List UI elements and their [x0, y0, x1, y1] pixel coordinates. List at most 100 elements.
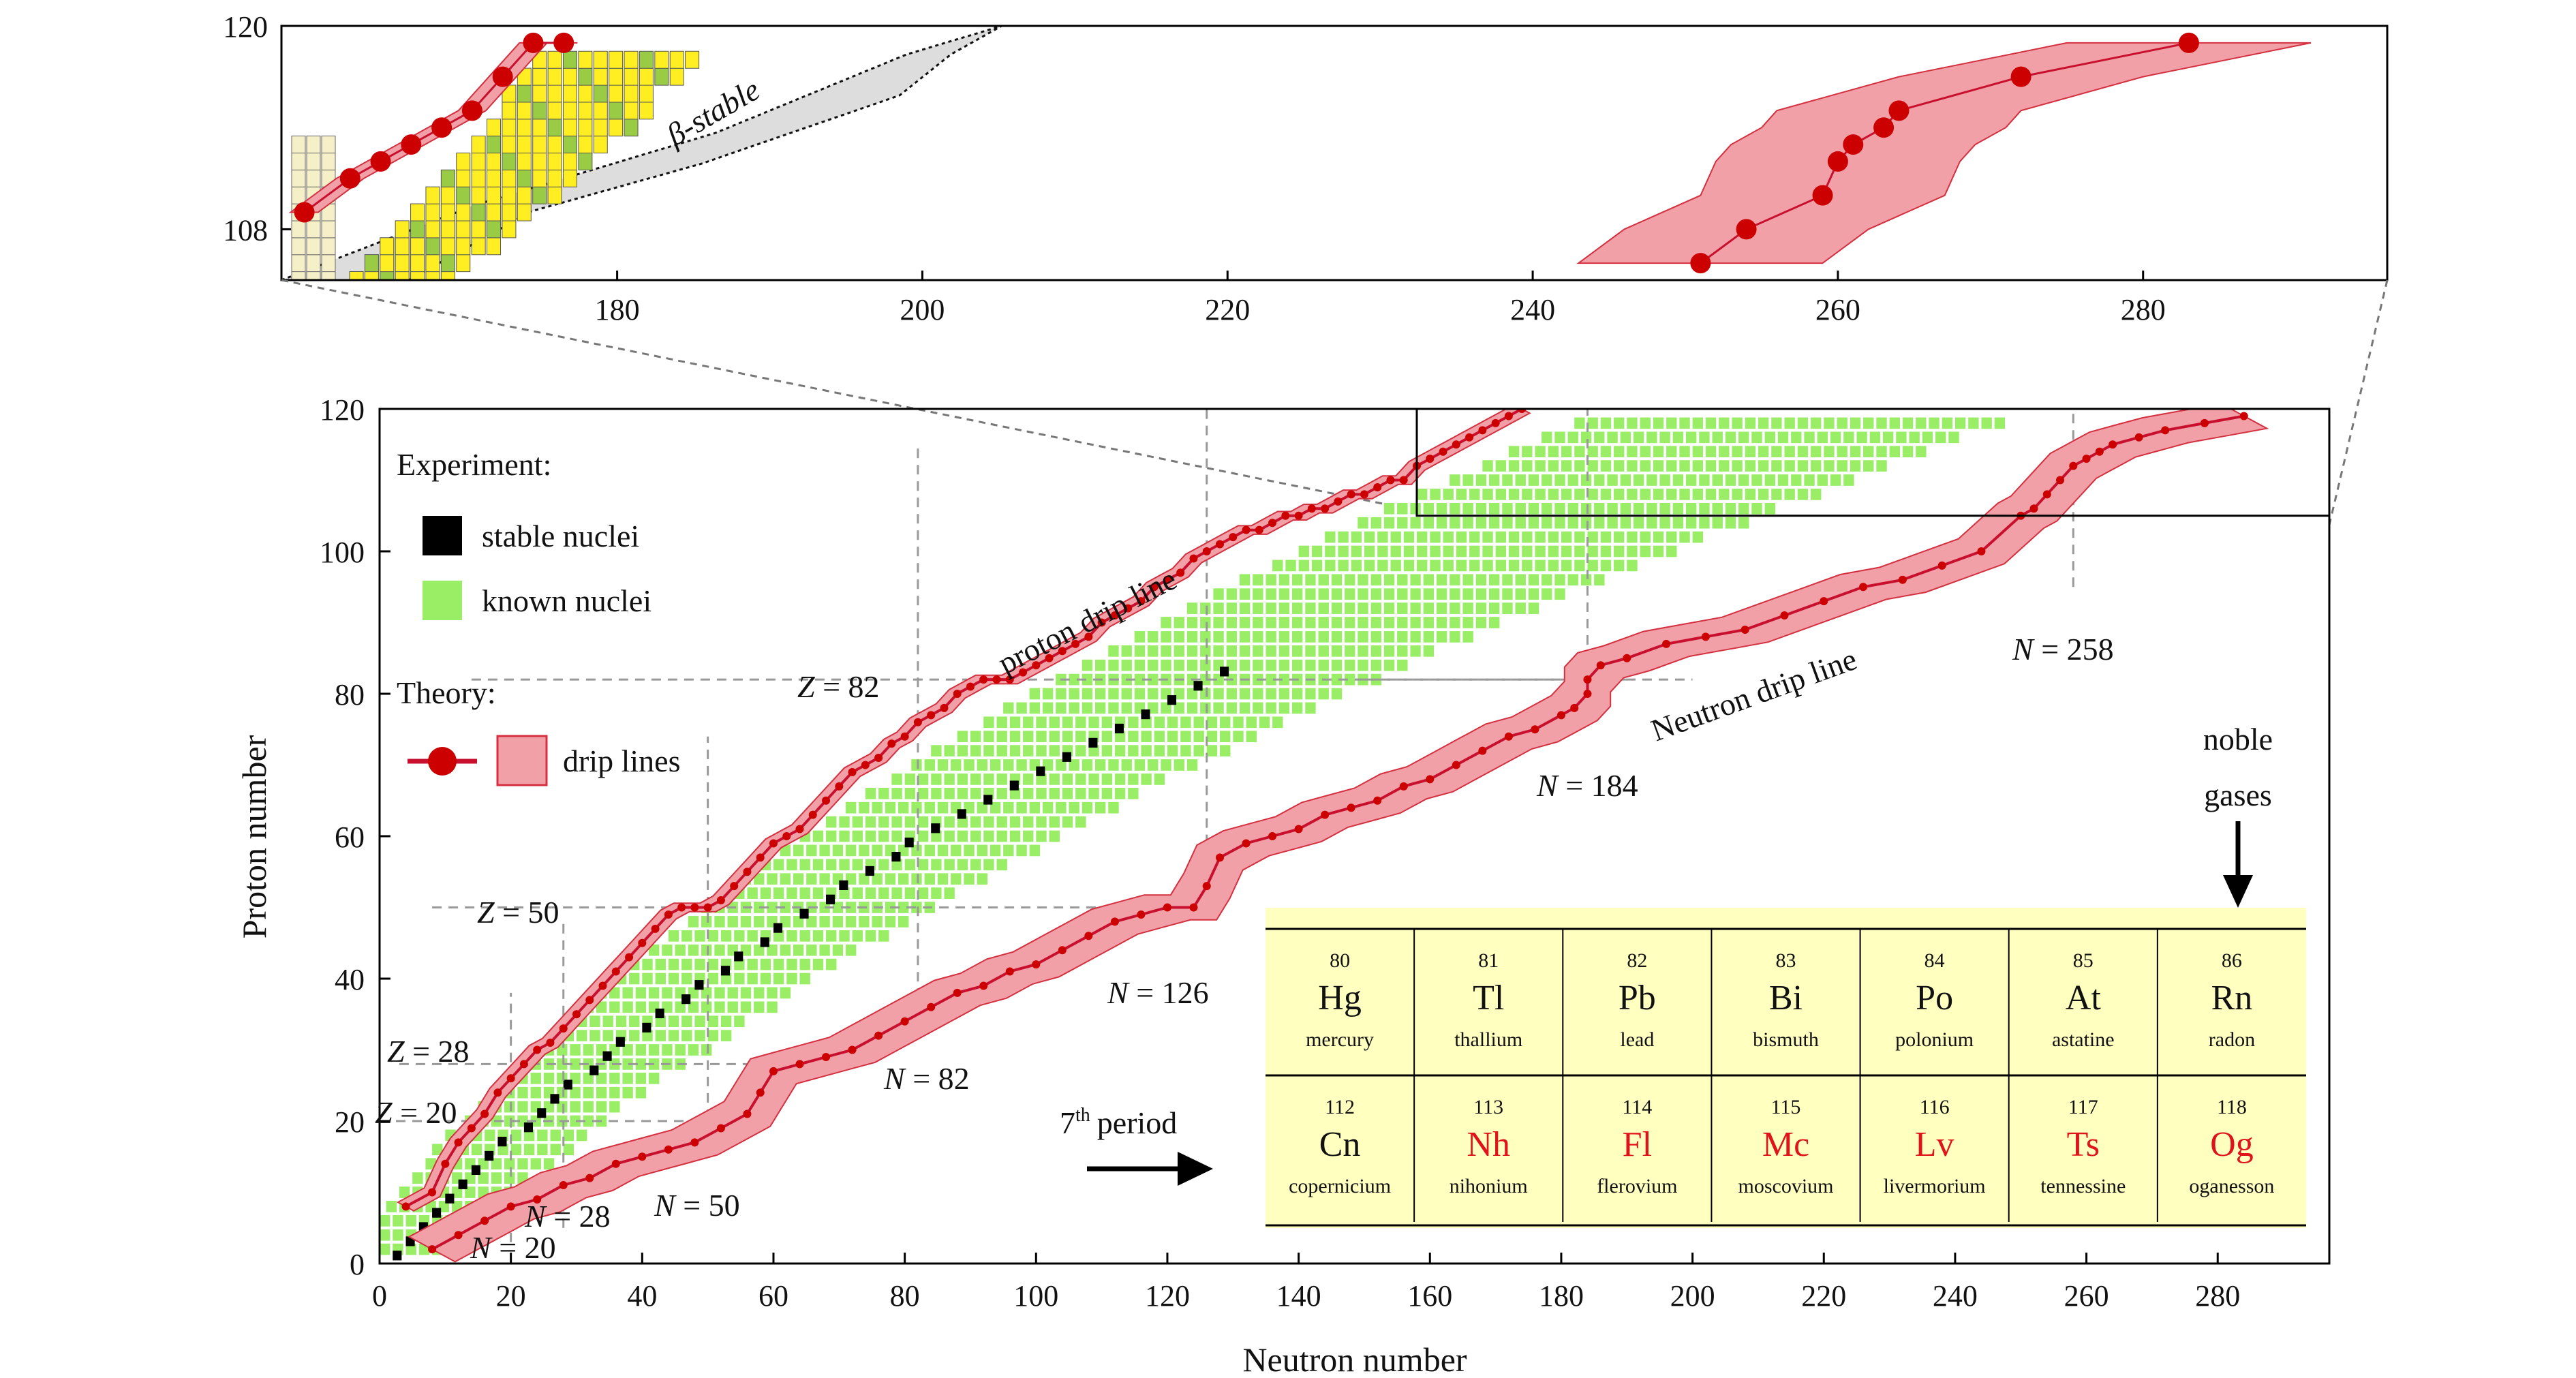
known-nucleus: [1009, 731, 1021, 743]
known-nucleus: [1817, 474, 1828, 486]
known-nucleus: [1515, 502, 1526, 515]
known-nucleus: [1528, 588, 1539, 600]
known-nucleus: [1266, 631, 1276, 643]
drip-line-point: [1977, 547, 1986, 555]
known-nucleus: [668, 1030, 679, 1041]
known-nucleus: [1023, 816, 1034, 828]
known-nucleus: [1954, 417, 1966, 429]
known-nucleus: [583, 1072, 594, 1084]
inset-x-tick-label: 260: [1815, 293, 1860, 326]
known-nucleus: [1088, 745, 1099, 756]
drip-line-point: [874, 754, 883, 763]
known-nucleus: [1318, 574, 1329, 586]
element-symbol: Lv: [1915, 1125, 1954, 1164]
known-nucleus: [799, 887, 810, 899]
element-symbol: Ts: [2067, 1125, 2100, 1164]
known-nucleus: [1318, 631, 1329, 643]
known-nucleus: [681, 1015, 692, 1028]
known-nucleus: [983, 830, 994, 842]
known-nucleus: [1450, 631, 1460, 643]
drip-line-point: [769, 839, 778, 848]
known-nucleus: [405, 1243, 416, 1255]
known-nucleus: [1653, 446, 1664, 458]
known-nucleus: [1345, 631, 1355, 643]
known-nucleus: [681, 1030, 692, 1041]
known-nucleus: [1732, 460, 1743, 472]
inset-known-nucleus: [425, 237, 440, 256]
known-nucleus: [1291, 631, 1303, 643]
known-nucleus: [931, 859, 942, 871]
known-nucleus: [1108, 702, 1119, 714]
known-nucleus: [1305, 645, 1316, 657]
known-nucleus: [826, 830, 837, 842]
inset-uncertain-nucleus: [291, 152, 306, 170]
known-nucleus: [904, 787, 916, 799]
known-nucleus: [1213, 673, 1224, 686]
inset-known-nucleus: [487, 119, 502, 137]
element-number: 82: [1627, 949, 1647, 972]
known-nucleus: [1253, 702, 1263, 714]
known-nucleus: [1627, 545, 1638, 557]
known-nucleus: [1101, 787, 1113, 799]
known-nucleus: [609, 987, 620, 999]
known-nucleus: [1764, 431, 1775, 444]
known-nucleus: [1094, 659, 1106, 671]
known-nucleus: [1148, 759, 1159, 771]
inset-known-nucleus: [609, 67, 624, 86]
known-nucleus: [1417, 545, 1428, 557]
known-nucleus: [1029, 688, 1041, 700]
drip-line-point: [1399, 476, 1408, 485]
known-nucleus: [1791, 431, 1802, 444]
known-nucleus: [1397, 617, 1408, 628]
drip-line-point: [1163, 575, 1171, 584]
known-nucleus: [1016, 702, 1027, 714]
known-nucleus: [1167, 731, 1178, 743]
drip-line-point: [1478, 746, 1487, 755]
known-nucleus: [1896, 431, 1907, 444]
inset-uncertain-nucleus: [321, 136, 336, 154]
x-tick-label: 20: [496, 1279, 526, 1313]
known-nucleus: [1587, 460, 1598, 472]
known-nucleus: [1548, 446, 1559, 458]
known-nucleus: [675, 1044, 686, 1056]
known-nucleus: [609, 1086, 620, 1099]
known-nucleus: [1594, 517, 1605, 529]
inset-known-nucleus: [547, 67, 562, 86]
known-nucleus: [1462, 631, 1473, 643]
known-nucleus: [1266, 588, 1276, 600]
inset-known-nucleus: [532, 152, 547, 170]
drip-line-point: [1491, 418, 1500, 427]
inset-known-nucleus: [456, 169, 471, 187]
known-nucleus: [937, 801, 949, 814]
known-nucleus: [1627, 460, 1638, 472]
drip-line-point: [690, 1138, 699, 1147]
stable-nucleus: [615, 1037, 625, 1047]
known-nucleus: [1305, 659, 1316, 671]
known-nucleus: [1876, 446, 1887, 458]
known-nucleus: [1666, 417, 1677, 429]
known-nucleus: [859, 873, 870, 885]
known-nucleus: [530, 1072, 541, 1084]
drip-line-point: [1071, 639, 1080, 648]
known-nucleus: [1278, 602, 1290, 614]
known-nucleus: [865, 887, 876, 899]
known-nucleus: [1023, 830, 1034, 842]
known-nucleus: [583, 1086, 594, 1099]
known-nucleus: [1705, 460, 1717, 472]
drip-line-point: [1347, 803, 1355, 812]
drip-line-point: [979, 675, 988, 684]
inset-known-nucleus: [609, 50, 624, 69]
known-nucleus: [799, 859, 810, 871]
known-nucleus: [1108, 801, 1119, 814]
known-nucleus: [1410, 517, 1421, 529]
inset-known-nucleus: [364, 254, 379, 273]
known-nucleus: [1121, 659, 1132, 671]
known-nucleus: [550, 1129, 561, 1142]
drip-line-point: [1596, 661, 1605, 670]
known-nucleus: [1029, 702, 1041, 714]
inset-known-nucleus: [562, 67, 577, 86]
known-nucleus: [944, 787, 955, 799]
known-nucleus: [977, 801, 988, 814]
inset-known-nucleus: [487, 203, 502, 221]
known-nucleus: [1843, 474, 1854, 486]
